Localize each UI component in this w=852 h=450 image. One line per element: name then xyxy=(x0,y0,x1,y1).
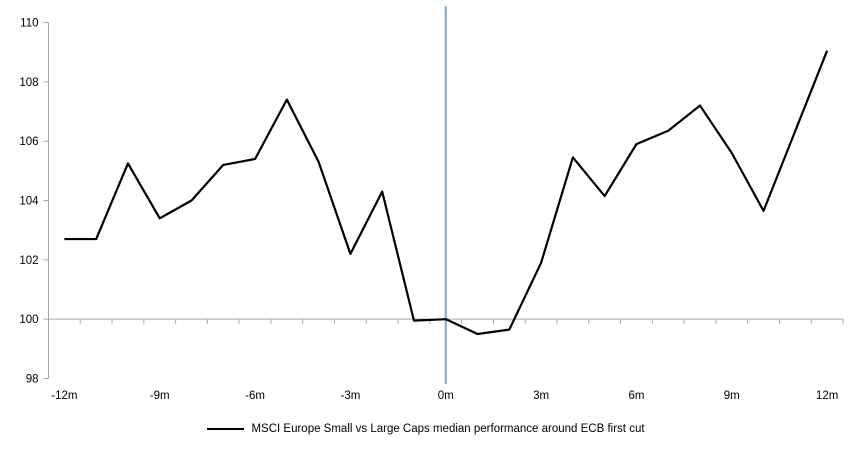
x-tick-label: -3m xyxy=(341,390,361,402)
x-tick-label: -6m xyxy=(245,390,265,402)
y-tick-label: 104 xyxy=(19,196,39,208)
x-tick-label: 12m xyxy=(816,390,838,402)
y-tick-label: 102 xyxy=(19,255,38,267)
legend-line-sample xyxy=(207,428,245,430)
x-tick-label: 0m xyxy=(438,390,454,402)
x-tick-label: -9m xyxy=(150,390,170,402)
x-tick-label: 6m xyxy=(628,390,644,402)
x-tick-label: 9m xyxy=(724,390,740,402)
series-line xyxy=(64,50,829,336)
y-tick-label: 106 xyxy=(19,136,38,148)
legend: MSCI Europe Small vs Large Caps median p… xyxy=(0,420,852,438)
legend-label: MSCI Europe Small vs Large Caps median p… xyxy=(251,423,645,435)
x-tick-label: -12m xyxy=(51,390,77,402)
y-tick-label: 108 xyxy=(19,77,38,89)
y-tick-label: 98 xyxy=(26,374,39,386)
y-tick-label: 100 xyxy=(19,314,38,326)
y-tick-label: 110 xyxy=(20,18,38,30)
x-tick-label: 3m xyxy=(533,390,549,402)
